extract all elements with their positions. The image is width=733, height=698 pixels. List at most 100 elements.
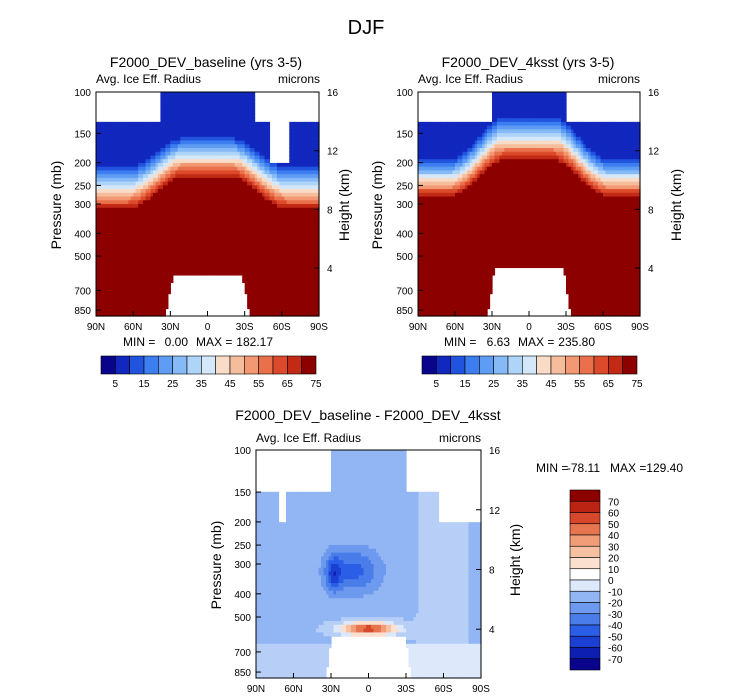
contour-cell bbox=[100, 185, 105, 190]
contour-cell bbox=[271, 248, 275, 254]
contour-cell bbox=[207, 162, 211, 168]
contour-cell bbox=[113, 289, 117, 295]
contour-cell bbox=[165, 121, 169, 127]
contour-cell bbox=[294, 304, 298, 310]
contour-cell bbox=[427, 133, 431, 138]
contour-cell bbox=[197, 218, 201, 224]
contour-cell bbox=[105, 312, 109, 317]
contour-cell bbox=[425, 286, 429, 291]
contour-cell bbox=[175, 140, 179, 145]
contour-cell bbox=[269, 286, 273, 291]
contour-cell bbox=[96, 308, 100, 313]
contour-cell bbox=[420, 312, 424, 317]
contour-cell bbox=[257, 297, 261, 302]
contour-cell bbox=[128, 301, 132, 306]
contour-cell bbox=[103, 121, 107, 127]
contour-cell bbox=[257, 222, 261, 227]
contour-cell bbox=[274, 162, 278, 168]
contour-cell bbox=[309, 230, 313, 235]
contour-cell bbox=[264, 211, 268, 216]
contour-cell bbox=[172, 207, 176, 213]
contour-cell bbox=[266, 200, 271, 205]
contour-cell bbox=[205, 136, 209, 142]
contour-cell bbox=[262, 230, 266, 235]
contour-cell bbox=[217, 204, 221, 209]
contour-cell bbox=[214, 248, 219, 254]
contour-cell bbox=[257, 312, 261, 317]
contour-cell bbox=[271, 177, 275, 183]
contour-cell bbox=[118, 129, 122, 134]
contour-cell bbox=[227, 162, 231, 168]
contour-cell bbox=[118, 136, 122, 142]
contour-cell bbox=[182, 151, 186, 157]
contour-cell bbox=[264, 286, 268, 291]
contour-cell bbox=[150, 226, 154, 231]
contour-cell bbox=[110, 151, 114, 157]
contour-cell bbox=[427, 237, 431, 242]
contour-cell bbox=[133, 304, 137, 310]
contour-cell bbox=[271, 237, 275, 242]
contour-cell bbox=[195, 144, 199, 149]
contour-cell bbox=[420, 148, 424, 153]
contour-cell bbox=[217, 215, 221, 220]
contour-cell bbox=[266, 289, 271, 295]
contour-cell bbox=[217, 151, 221, 157]
contour-cell bbox=[135, 215, 139, 220]
contour-cell bbox=[269, 263, 273, 269]
contour-cell bbox=[120, 192, 124, 198]
contour-cell bbox=[214, 159, 219, 164]
contour-cell bbox=[286, 207, 290, 213]
contour-cell bbox=[100, 215, 105, 220]
contour-cell bbox=[175, 256, 179, 261]
contour-cell bbox=[257, 271, 261, 276]
contour-cell bbox=[304, 159, 308, 164]
contour-cell bbox=[289, 278, 293, 283]
contour-cell bbox=[185, 114, 189, 119]
contour-cell bbox=[167, 222, 171, 227]
contour-cell bbox=[299, 222, 303, 227]
contour-cell bbox=[187, 166, 191, 171]
contour-cell bbox=[98, 159, 102, 164]
contour-cell bbox=[108, 218, 112, 224]
contour-cell bbox=[205, 233, 209, 239]
contour-cell bbox=[418, 274, 422, 280]
contour-cell bbox=[160, 274, 164, 280]
contour-cell bbox=[125, 166, 129, 171]
contour-cell bbox=[237, 110, 241, 115]
contour-cell bbox=[314, 282, 318, 287]
contour-cell bbox=[185, 196, 189, 201]
contour-cell bbox=[259, 125, 263, 130]
contour-cell bbox=[425, 174, 429, 179]
contour-cell bbox=[133, 256, 137, 261]
contour-cell bbox=[100, 308, 105, 313]
contour-cell bbox=[192, 233, 196, 239]
contour-cell bbox=[266, 248, 271, 254]
contour-cell bbox=[257, 133, 261, 138]
contour-cell bbox=[234, 159, 238, 164]
contour-cell bbox=[222, 271, 226, 276]
contour-cell bbox=[427, 162, 431, 168]
contour-cell bbox=[244, 144, 248, 149]
contour-cell bbox=[150, 207, 154, 213]
contour-cell bbox=[162, 155, 166, 160]
contour-cell bbox=[150, 282, 154, 287]
contour-cell bbox=[269, 211, 273, 216]
contour-cell bbox=[266, 241, 271, 246]
contour-cell bbox=[155, 162, 159, 168]
contour-cell bbox=[120, 222, 124, 227]
contour-cell bbox=[143, 140, 147, 145]
contour-cell bbox=[232, 110, 236, 115]
contour-cell bbox=[234, 140, 238, 145]
contour-cell bbox=[185, 207, 189, 213]
contour-cell bbox=[262, 245, 266, 250]
contour-cell bbox=[100, 204, 105, 209]
contour-cell bbox=[133, 222, 137, 227]
contour-cell bbox=[294, 248, 298, 254]
contour-cell bbox=[281, 215, 285, 220]
contour-cell bbox=[98, 140, 102, 145]
contour-cell bbox=[138, 289, 142, 295]
contour-cell bbox=[148, 260, 152, 265]
contour-cell bbox=[301, 222, 305, 227]
contour-cell bbox=[259, 312, 263, 317]
contour-cell bbox=[418, 286, 422, 291]
